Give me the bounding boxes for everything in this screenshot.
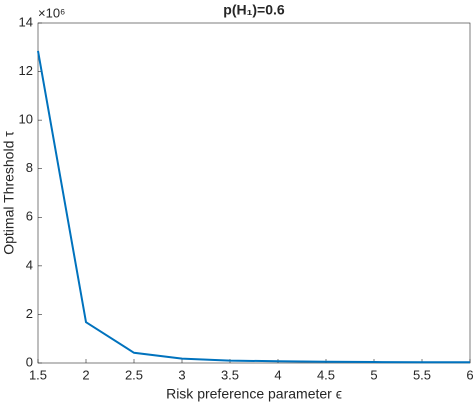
y-tick-label: 14 — [19, 14, 33, 29]
x-tick-label: 2 — [82, 367, 89, 382]
x-tick-label: 3 — [178, 367, 185, 382]
y-tick-label: 12 — [19, 63, 33, 78]
x-tick-label: 1.5 — [29, 367, 47, 382]
data-line — [37, 50, 470, 364]
chart-title: p(H₁)=0.6 — [223, 2, 285, 18]
x-tick-label: 4.5 — [317, 367, 335, 382]
y-axis-label: Optimal Threshold τ — [1, 131, 17, 255]
y-exponent: ×10⁶ — [38, 5, 65, 20]
x-axis-label: Risk preference parameter ϵ — [166, 386, 342, 402]
y-tick-label: 10 — [19, 112, 33, 127]
plot-box — [37, 22, 471, 364]
y-tick-label: 8 — [26, 160, 33, 175]
x-tick-label: 5 — [370, 367, 377, 382]
y-tick-label: 2 — [26, 306, 33, 321]
y-tick-label: 4 — [26, 257, 33, 272]
x-tick-label: 5.5 — [413, 367, 431, 382]
y-tick-label: 6 — [26, 209, 33, 224]
y-tick-label: 0 — [26, 354, 33, 369]
x-tick-label: 3.5 — [221, 367, 239, 382]
x-tick-label: 4 — [274, 367, 281, 382]
x-tick-label: 6 — [466, 367, 473, 382]
x-tick-label: 2.5 — [125, 367, 143, 382]
